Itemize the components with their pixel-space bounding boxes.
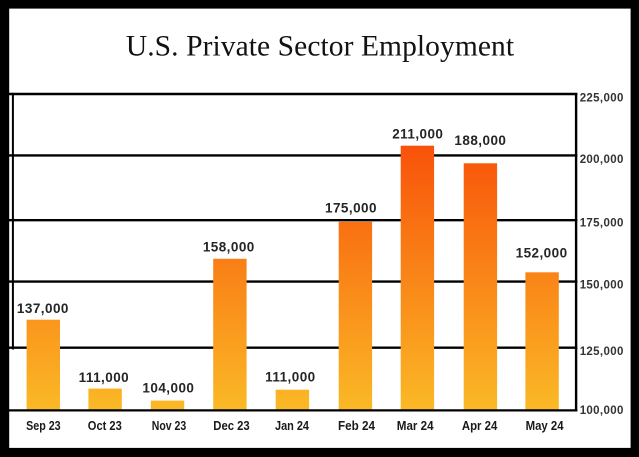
- svg-text:175,000: 175,000: [580, 218, 624, 230]
- svg-text:Apr 24: Apr 24: [462, 419, 498, 433]
- svg-text:125,000: 125,000: [580, 346, 624, 358]
- svg-text:Jan 24: Jan 24: [275, 419, 309, 433]
- svg-text:Oct 23: Oct 23: [88, 419, 122, 433]
- svg-text:137,000: 137,000: [17, 301, 69, 316]
- svg-text:111,000: 111,000: [79, 370, 129, 385]
- svg-text:158,000: 158,000: [203, 239, 255, 254]
- svg-text:May 24: May 24: [526, 419, 564, 433]
- svg-text:Dec 23: Dec 23: [213, 419, 249, 433]
- svg-text:111,000: 111,000: [265, 369, 315, 384]
- svg-text:U.S. Private Sector Employment: U.S. Private Sector Employment: [126, 31, 515, 63]
- svg-text:211,000: 211,000: [392, 127, 443, 142]
- svg-text:104,000: 104,000: [142, 381, 194, 396]
- svg-text:188,000: 188,000: [454, 133, 506, 148]
- svg-text:225,000: 225,000: [580, 93, 624, 105]
- svg-text:Mar 24: Mar 24: [397, 419, 434, 433]
- svg-text:100,000: 100,000: [580, 405, 624, 417]
- svg-text:152,000: 152,000: [516, 246, 568, 261]
- svg-text:Sep 23: Sep 23: [26, 419, 61, 433]
- svg-text:Nov 23: Nov 23: [152, 419, 187, 433]
- svg-text:200,000: 200,000: [580, 154, 624, 166]
- svg-text:175,000: 175,000: [325, 201, 377, 216]
- svg-text:Feb 24: Feb 24: [338, 419, 375, 433]
- svg-text:150,000: 150,000: [580, 280, 624, 292]
